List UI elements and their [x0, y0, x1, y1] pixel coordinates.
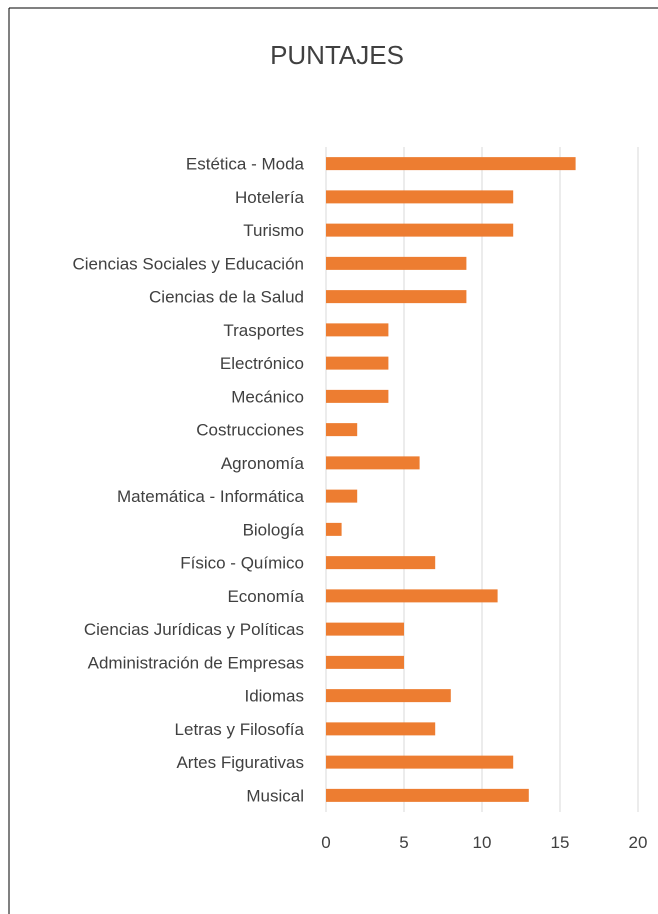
category-label: Trasportes	[223, 321, 304, 340]
bar	[326, 323, 389, 337]
x-tick-label: 0	[321, 833, 330, 852]
category-label: Biología	[243, 520, 305, 539]
bar	[326, 722, 436, 736]
bar	[326, 290, 467, 304]
category-label: Idiomas	[244, 687, 304, 706]
bar	[326, 689, 451, 703]
bar	[326, 256, 467, 270]
bar	[326, 356, 389, 370]
category-label: Turismo	[243, 221, 304, 240]
category-label: Administración de Empresas	[88, 653, 304, 672]
category-label: Artes Figurativas	[176, 753, 304, 772]
category-label: Mecánico	[231, 387, 304, 406]
category-label: Matemática - Informática	[117, 487, 305, 506]
x-tick-label: 20	[629, 833, 648, 852]
chart-title: PUNTAJES	[270, 40, 404, 70]
category-label: Musical	[246, 786, 304, 805]
bar	[326, 589, 498, 603]
category-labels: Estética - Moda Hotelería Turismo Ciencias …	[72, 155, 304, 806]
x-tick-label: 15	[551, 833, 570, 852]
x-tick-label: 5	[399, 833, 408, 852]
bar	[326, 522, 342, 536]
x-tick-labels: 0 5 10 15 20	[321, 833, 647, 852]
category-label: Economía	[227, 587, 304, 606]
category-label: Ciencias Sociales y Educación	[72, 254, 304, 273]
bar	[326, 755, 514, 769]
category-label: Electrónico	[220, 354, 304, 373]
category-label: Costrucciones	[196, 421, 304, 440]
bar	[326, 556, 436, 570]
category-label: Estética - Moda	[186, 155, 305, 174]
bar	[326, 157, 576, 171]
bar	[326, 456, 420, 470]
bar	[326, 489, 358, 503]
category-label: Ciencias de la Salud	[149, 288, 304, 307]
category-label: Hotelería	[235, 188, 305, 207]
category-label: Ciencias Jurídicas y Políticas	[84, 620, 304, 639]
bar	[326, 655, 404, 669]
category-label: Físico - Químico	[180, 554, 304, 573]
category-label: Agronomía	[221, 454, 305, 473]
x-tick-label: 10	[473, 833, 492, 852]
bar	[326, 190, 514, 204]
bar	[326, 788, 529, 802]
bar	[326, 389, 389, 403]
bar	[326, 423, 358, 437]
bar	[326, 223, 514, 237]
bars	[326, 157, 576, 802]
category-label: Letras y Filosofía	[175, 720, 305, 739]
bar	[326, 622, 404, 636]
